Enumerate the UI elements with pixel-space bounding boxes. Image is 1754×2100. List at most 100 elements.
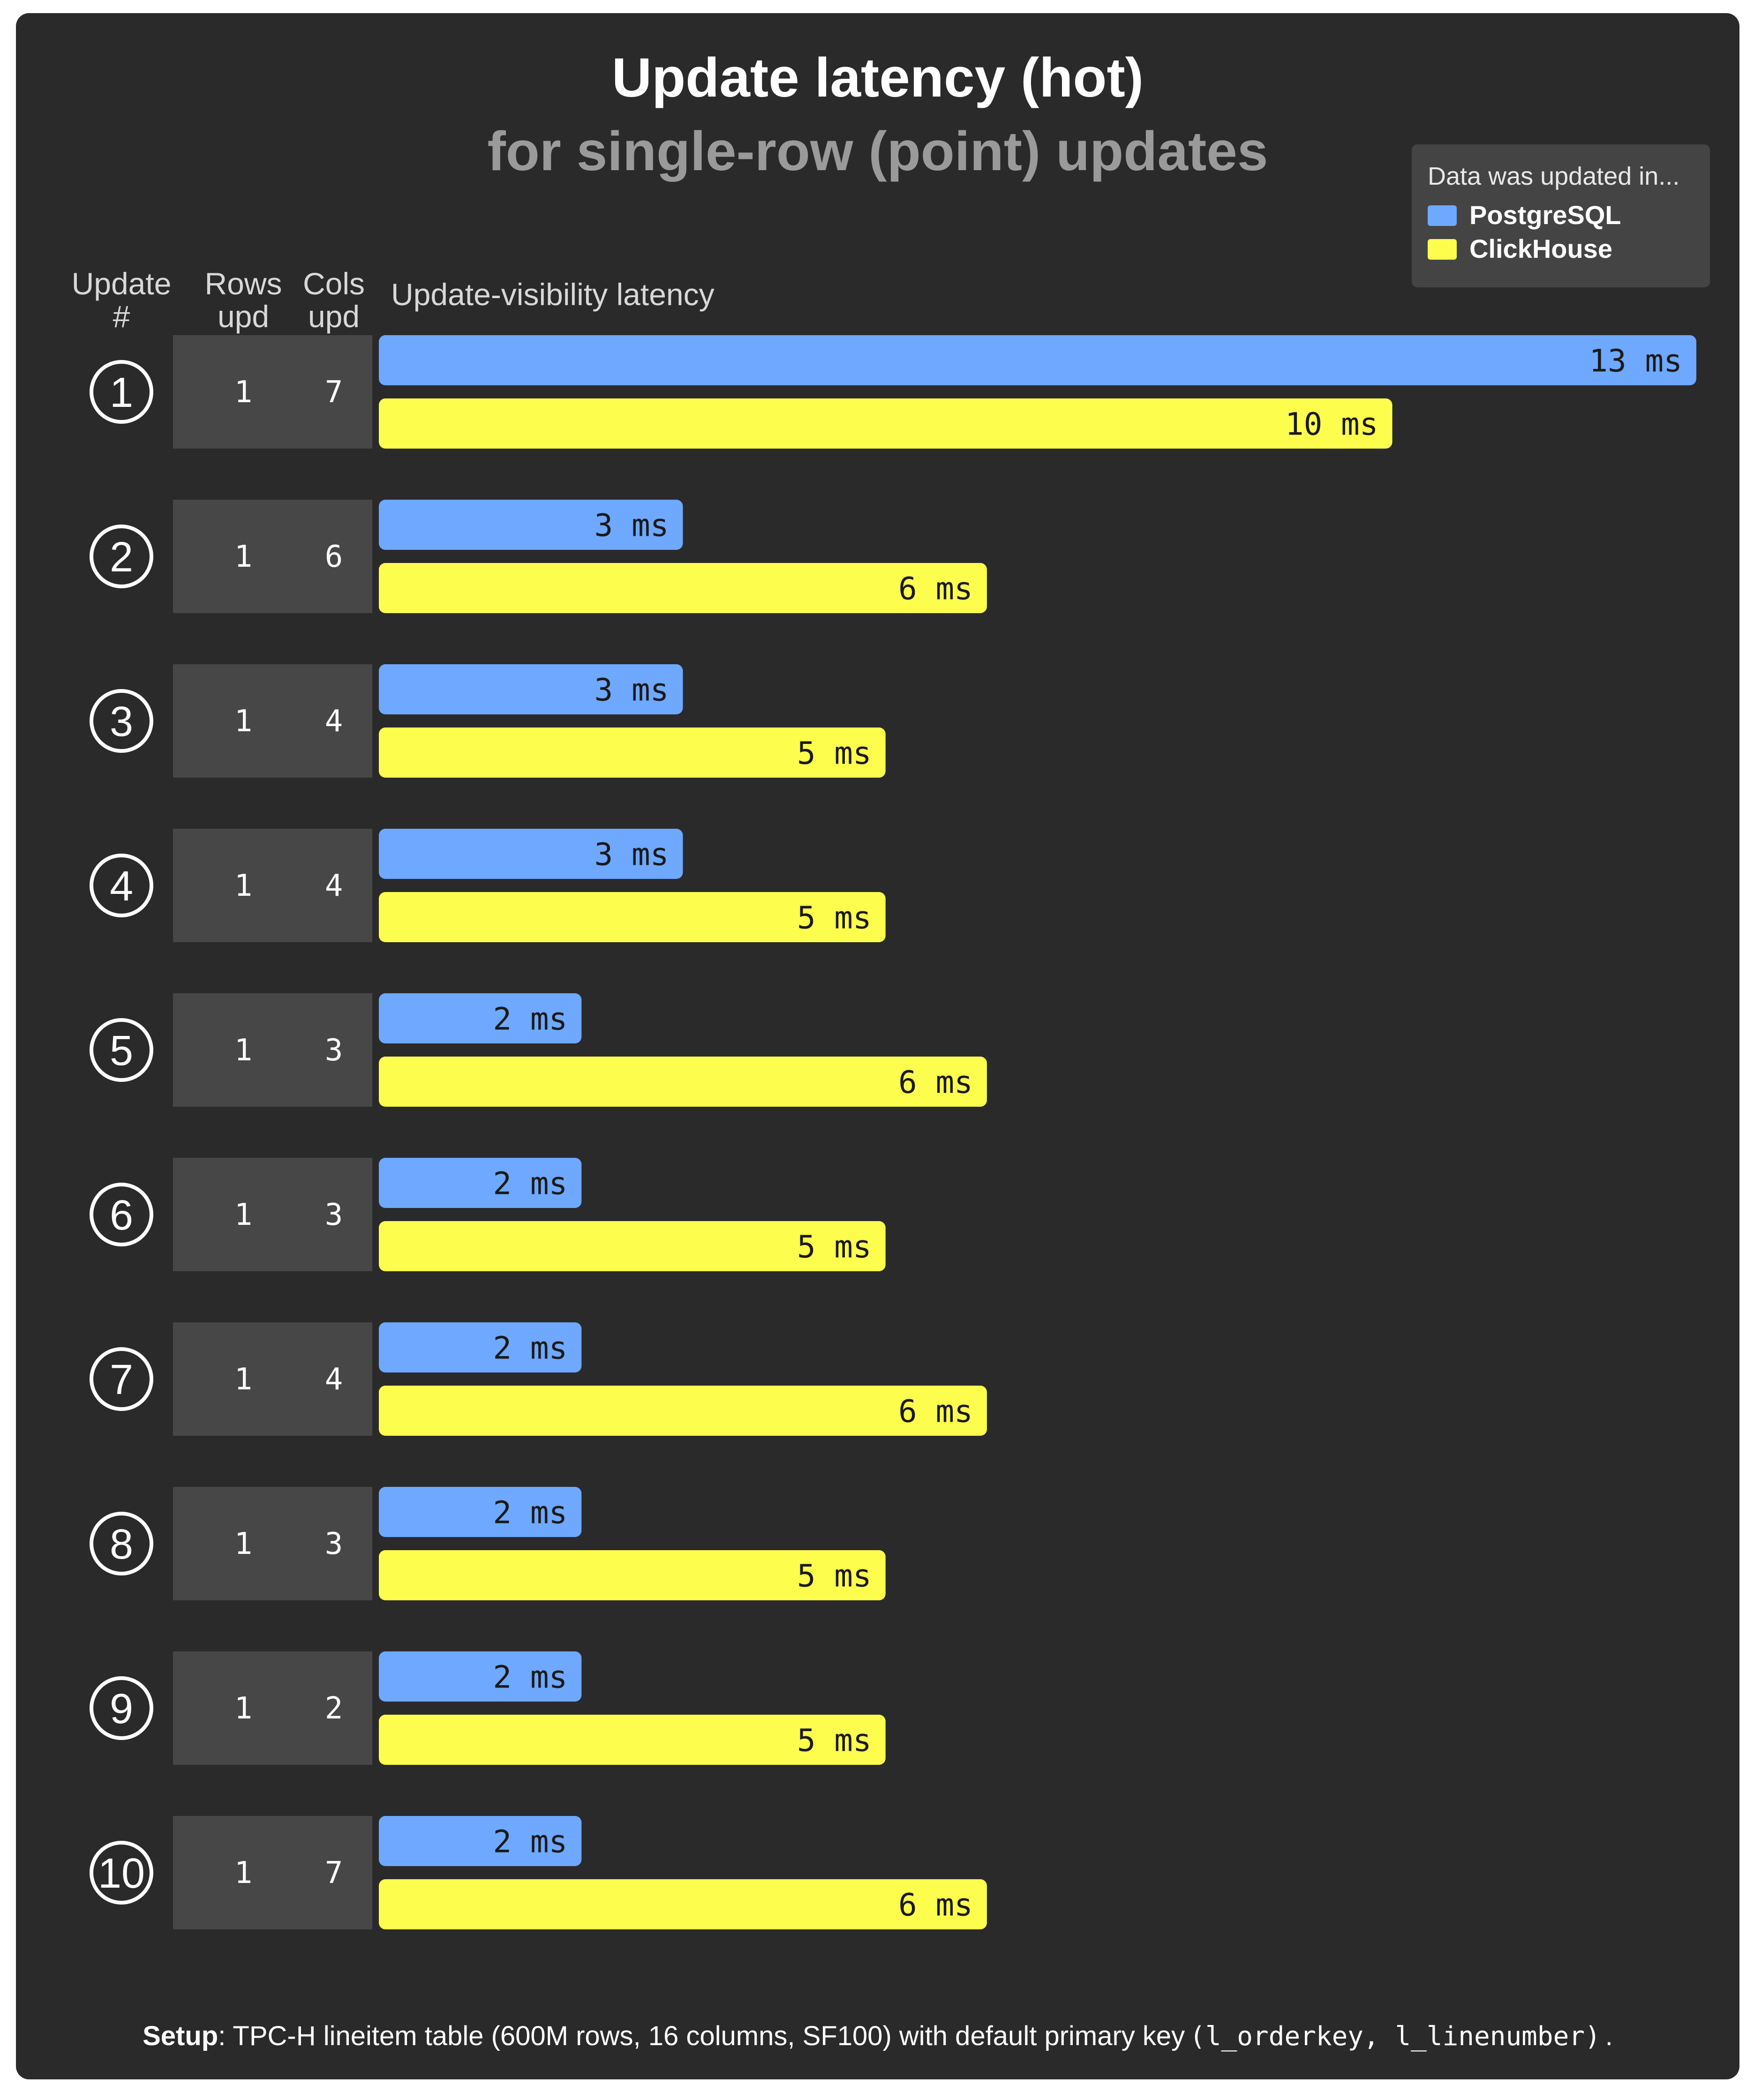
bar-clickhouse: [379, 563, 987, 613]
setup-label: Setup: [143, 2021, 218, 2051]
header-cols: Cols: [303, 266, 365, 301]
bar-label-clickhouse: 10 ms: [1285, 406, 1378, 442]
row-update-3: 3 1 4 3 ms 5 ms: [90, 664, 886, 778]
header-rows: Rows: [204, 266, 282, 301]
row-info-box: [173, 829, 372, 942]
column-headers: Update # Rows upd Cols upd Update-visibi…: [72, 266, 715, 334]
header-cols-upd: upd: [308, 299, 360, 334]
bar-postgresql: [379, 1158, 582, 1208]
bar-label-clickhouse: 6 ms: [898, 1887, 973, 1923]
row-update-7: 7 1 4 2 ms 6 ms: [90, 1322, 987, 1436]
rows-updated-value: 1: [234, 540, 253, 574]
header-rows-upd: upd: [218, 299, 269, 334]
update-number: 1: [110, 369, 133, 416]
update-number: 10: [98, 1850, 145, 1897]
bar-label-clickhouse: 6 ms: [898, 1065, 973, 1101]
rows-updated-value: 1: [234, 869, 253, 903]
bar-clickhouse: [379, 1715, 886, 1765]
bar-label-clickhouse: 6 ms: [898, 571, 973, 607]
cols-updated-value: 2: [325, 1691, 343, 1726]
row-update-2: 2 1 6 3 ms 6 ms: [90, 500, 987, 613]
header-update: Update: [72, 266, 172, 301]
bar-label-postgresql: 3 ms: [595, 837, 669, 873]
row-info-box: [173, 993, 372, 1107]
row-info-box: [173, 1158, 372, 1271]
cols-updated-value: 4: [325, 869, 343, 903]
cols-updated-value: 3: [325, 1527, 343, 1561]
row-update-4: 4 1 4 3 ms 5 ms: [90, 829, 886, 942]
rows-updated-value: 1: [234, 1033, 253, 1068]
bar-postgresql: [379, 1322, 582, 1372]
chart-subtitle: for single-row (point) updates: [487, 120, 1268, 182]
row-update-9: 9 1 2 2 ms 5 ms: [90, 1651, 886, 1765]
bar-clickhouse: [379, 398, 1393, 449]
primary-key-code: (l_orderkey, l_linenumber): [1189, 2021, 1601, 2052]
bar-postgresql: [379, 664, 683, 714]
cols-updated-value: 3: [325, 1198, 343, 1232]
bar-clickhouse: [379, 1879, 987, 1929]
legend-label-clickhouse: ClickHouse: [1469, 234, 1612, 263]
update-number: 6: [110, 1192, 133, 1239]
setup-end: .: [1605, 2021, 1613, 2051]
update-number: 8: [110, 1521, 133, 1568]
bar-label-clickhouse: 5 ms: [797, 1558, 872, 1594]
row-update-5: 5 1 3 2 ms 6 ms: [90, 993, 987, 1107]
update-number-circle: [90, 1676, 153, 1740]
bar-label-postgresql: 2 ms: [493, 1166, 567, 1202]
bar-clickhouse: [379, 1386, 987, 1436]
update-number: 5: [110, 1028, 133, 1074]
row-update-6: 6 1 3 2 ms 5 ms: [90, 1158, 886, 1271]
legend-swatch-clickhouse: [1428, 239, 1457, 260]
cols-updated-value: 4: [325, 704, 343, 739]
bar-label-clickhouse: 5 ms: [797, 1723, 872, 1759]
row-info-box: [173, 1651, 372, 1765]
bar-postgresql: [379, 500, 683, 550]
bar-clickhouse: [379, 728, 886, 778]
cols-updated-value: 6: [325, 540, 343, 574]
bar-label-postgresql: 2 ms: [493, 1001, 567, 1037]
cols-updated-value: 7: [325, 1856, 343, 1890]
legend-title: Data was updated in...: [1428, 162, 1679, 190]
bar-label-postgresql: 3 ms: [595, 508, 669, 544]
update-number: 4: [110, 863, 133, 910]
bar-clickhouse: [379, 1221, 886, 1271]
setup-footer: Setup: TPC-H lineitem table (600M rows, …: [16, 2020, 1739, 2052]
rows-updated-value: 1: [234, 1691, 253, 1726]
bar-label-postgresql: 2 ms: [493, 1659, 567, 1695]
row-info-box: [173, 1322, 372, 1436]
row-update-1: 1 1 7 13 ms 10 ms: [90, 335, 1696, 449]
rows-updated-value: 1: [234, 1527, 253, 1561]
bar-label-clickhouse: 6 ms: [898, 1394, 973, 1430]
legend-box: [1412, 144, 1710, 287]
update-number-circle: [90, 525, 153, 588]
x-axis-label: Update-visibility latency: [391, 277, 715, 312]
rows-updated-value: 1: [234, 1362, 253, 1397]
update-number-circle: [90, 1512, 153, 1575]
bar-postgresql: [379, 1651, 582, 1702]
bar-clickhouse: [379, 892, 886, 942]
bar-chart: Update latency (hot) for single-row (poi…: [72, 47, 1710, 1929]
bar-postgresql: [379, 829, 683, 879]
bar-label-clickhouse: 5 ms: [797, 1229, 872, 1265]
update-number-circle: [90, 360, 153, 424]
rows-updated-value: 1: [234, 1856, 253, 1890]
update-number: 7: [110, 1357, 133, 1403]
setup-text: : TPC-H lineitem table (600M rows, 16 co…: [218, 2021, 1185, 2051]
row-update-10: 10 1 7 2 ms 6 ms: [90, 1816, 987, 1929]
legend-swatch-postgresql: [1428, 205, 1457, 226]
update-number-circle: [90, 1347, 153, 1411]
update-number: 3: [110, 698, 133, 745]
row-info-box: [173, 500, 372, 613]
bar-postgresql: [379, 335, 1696, 385]
cols-updated-value: 7: [325, 375, 343, 410]
update-number-circle: [90, 1841, 153, 1905]
update-number-circle: [90, 854, 153, 917]
bar-label-clickhouse: 5 ms: [797, 735, 872, 772]
legend: Data was updated in... PostgreSQL ClickH…: [1412, 144, 1710, 287]
bar-label-postgresql: 3 ms: [595, 672, 669, 708]
rows-updated-value: 1: [234, 704, 253, 739]
rows-updated-value: 1: [234, 1198, 253, 1232]
chart-card: Update latency (hot) for single-row (poi…: [16, 13, 1739, 2079]
cols-updated-value: 4: [325, 1362, 343, 1397]
